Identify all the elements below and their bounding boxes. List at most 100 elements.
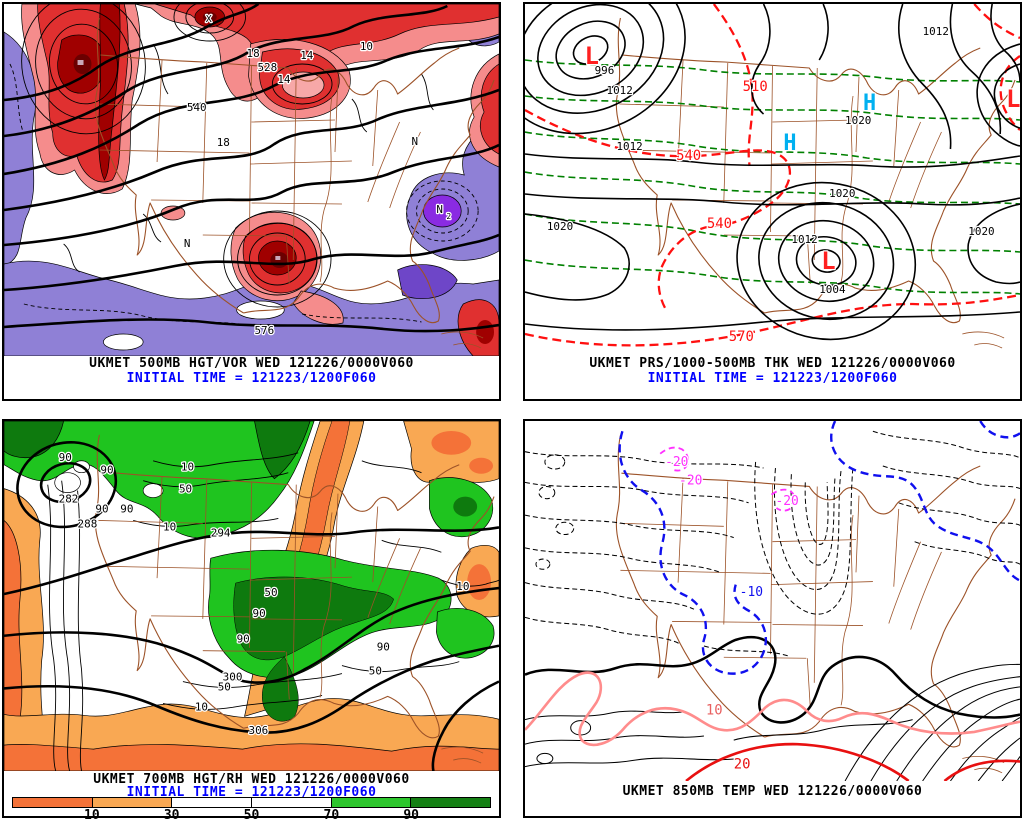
svg-text:10: 10 [456, 580, 469, 593]
panel-500mb-hgt-vor: X 18 528 14 14 10 18 540 576 N 2 N N UKMET 500MB HGT… [2, 2, 501, 401]
svg-text:N: N [412, 135, 419, 148]
svg-text:50: 50 [179, 483, 192, 496]
svg-text:10: 10 [706, 702, 723, 718]
svg-text:540: 540 [707, 216, 732, 232]
svg-text:1012: 1012 [791, 233, 817, 246]
svg-text:10: 10 [195, 700, 208, 713]
zero-isotherm [525, 635, 1020, 724]
svg-text:14: 14 [300, 49, 314, 62]
map-labels: -20 -20 -20 -10 10 20 [664, 454, 800, 774]
svg-text:90: 90 [377, 641, 390, 654]
minus20-isotherm [659, 446, 796, 512]
panel-700mb-hgt-rh: 90 90 282 90 90 288 50 10 10 294 50 90 90 300 50 10 306 9… [2, 419, 501, 819]
colorbar-segment [330, 798, 411, 807]
svg-text:50: 50 [369, 665, 382, 678]
svg-text:1020: 1020 [968, 225, 994, 238]
svg-text:1020: 1020 [547, 220, 573, 233]
svg-text:-20: -20 [679, 473, 702, 488]
svg-text:1012: 1012 [923, 25, 949, 38]
subzero-temp-contours [525, 430, 1020, 657]
rh-thin-contours [47, 452, 499, 771]
svg-text:528: 528 [257, 61, 277, 74]
colorbar-tick: 10 [84, 808, 100, 819]
negative-vorticity-shading [4, 4, 499, 356]
svg-text:18: 18 [247, 47, 260, 60]
panel-prs-thickness: L 996 1012 1012 1020 1012 1020 H H L 1020 1012 L 1004… [523, 2, 1022, 401]
svg-text:540: 540 [187, 101, 207, 114]
svg-text:510: 510 [743, 79, 768, 95]
svg-text:576: 576 [254, 324, 274, 337]
svg-text:570: 570 [729, 329, 754, 345]
colorbar-segment [410, 798, 491, 807]
svg-text:L: L [821, 247, 835, 275]
svg-text:282: 282 [59, 493, 79, 506]
height-contours [4, 4, 499, 333]
positive-vorticity-shading [21, 4, 499, 356]
svg-text:L: L [585, 42, 599, 70]
svg-text:10: 10 [163, 520, 176, 533]
panel-title: UKMET 500MB HGT/VOR WED 121226/0000V060 [89, 356, 414, 371]
panel-title: UKMET 850MB TEMP WED 121226/0000V060 [622, 784, 923, 799]
svg-text:N: N [184, 237, 191, 250]
svg-text:10: 10 [360, 40, 373, 53]
svg-text:288: 288 [78, 517, 98, 530]
svg-text:90: 90 [120, 502, 133, 515]
height-contours [4, 441, 499, 771]
svg-text:H: H [863, 91, 876, 116]
svg-text:X: X [206, 14, 212, 25]
map-labels: L99610121012102010121020HHL10201012L1004… [546, 24, 1020, 347]
plus20-isotherm [685, 742, 1020, 781]
minus10-isotherm [618, 421, 1020, 675]
colorbar-tick: 90 [403, 808, 419, 819]
rh-shading [4, 421, 499, 771]
map-prs-thickness: L99610121012102010121020HHL10201012L1004… [525, 4, 1020, 349]
panel-title: UKMET PRS/1000-500MB THK WED 121226/0000… [589, 356, 956, 371]
plus10-isotherm [525, 671, 1020, 747]
svg-text:-20: -20 [775, 494, 798, 509]
svg-text:2: 2 [446, 212, 451, 221]
colorbar-segment [13, 798, 92, 807]
colorbar-segment [171, 798, 252, 807]
colorbar-tick: 70 [323, 808, 340, 819]
panel-850mb-temp: -20 -20 -20 -10 10 20 UKMET 850MB TEMP WED 12… [523, 419, 1022, 818]
svg-text:50: 50 [218, 680, 231, 693]
svg-text:300: 300 [223, 671, 243, 684]
colorbar-tick: 30 [163, 808, 180, 819]
svg-text:1020: 1020 [829, 187, 855, 200]
colorbar-segment [251, 798, 331, 807]
svg-text:90: 90 [95, 502, 108, 515]
svg-text:1012: 1012 [616, 140, 642, 153]
svg-text:294: 294 [211, 526, 231, 539]
initial-time-label: INITIAL TIME = 121223/1200F060 [647, 371, 898, 386]
svg-text:90: 90 [59, 451, 72, 464]
colorbar-tick: 50 [243, 808, 260, 819]
svg-text:-10: -10 [740, 585, 763, 600]
svg-text:20: 20 [734, 757, 751, 773]
svg-text:50: 50 [264, 586, 277, 599]
isobars [525, 4, 1020, 341]
svg-text:H: H [783, 131, 796, 156]
svg-text:1004: 1004 [819, 283, 846, 296]
svg-text:14: 14 [277, 73, 291, 86]
panel-title: UKMET 700MB HGT/RH WED 121226/0000V060 [93, 772, 410, 787]
svg-text:996: 996 [595, 64, 615, 77]
svg-text:1020: 1020 [845, 114, 871, 127]
colorbar-segment [91, 798, 172, 807]
svg-text:-20: -20 [665, 455, 688, 470]
svg-text:90: 90 [252, 607, 265, 620]
svg-text:90: 90 [237, 633, 250, 646]
rh-colorbar [12, 797, 491, 808]
svg-text:N: N [436, 203, 443, 216]
svg-text:90: 90 [100, 464, 113, 477]
svg-text:540: 540 [676, 148, 701, 164]
rh-colorbar-ticks: 10 30 50 70 90 [12, 808, 491, 819]
svg-text:L: L [1006, 85, 1020, 113]
svg-text:18: 18 [217, 136, 230, 149]
svg-text:10: 10 [181, 461, 194, 474]
map-850mb-temp: -20 -20 -20 -10 10 20 [525, 421, 1020, 781]
